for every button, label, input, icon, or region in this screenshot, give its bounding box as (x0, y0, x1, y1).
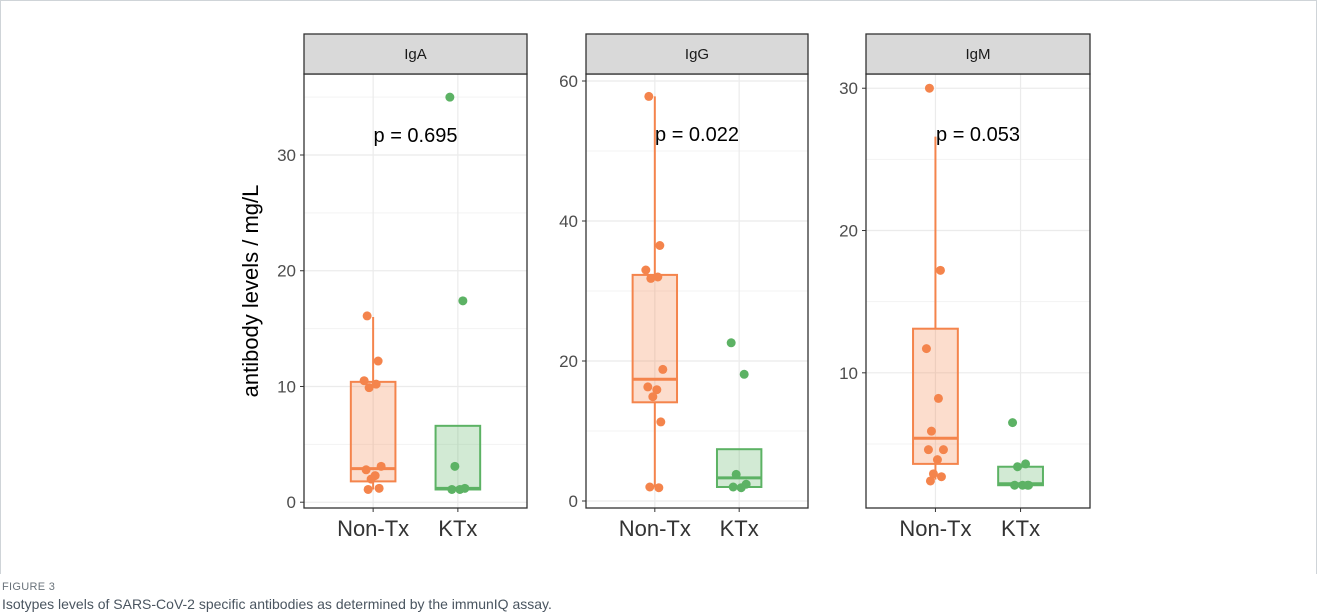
x-tick-label: Non-Tx (619, 516, 691, 541)
data-point (644, 91, 654, 101)
data-point (646, 273, 656, 283)
data-point (926, 426, 936, 436)
data-point (447, 484, 457, 494)
data-point (450, 461, 460, 471)
data-point (925, 476, 935, 486)
boxplot-chart: antibody levels / mg/L 0 10 20 30 p = 0.695 Ig… (238, 33, 1091, 541)
x-tick-label: KTx (1001, 516, 1040, 541)
data-point (374, 483, 384, 493)
data-point (726, 338, 736, 348)
box-non-tx (349, 380, 397, 483)
y-tick-label: 40 (559, 212, 578, 231)
y-tick-label: 0 (287, 493, 296, 512)
panel-background (866, 74, 1090, 508)
y-tick-label: 10 (839, 364, 858, 383)
data-point (736, 483, 746, 493)
y-tick-label: 30 (839, 79, 858, 98)
data-point (731, 469, 741, 479)
data-point (1013, 462, 1023, 472)
data-point (923, 445, 933, 455)
data-point (364, 383, 374, 393)
data-point (652, 385, 662, 395)
y-tick-label: 0 (569, 492, 578, 511)
data-point (739, 369, 749, 379)
y-tick-label: 60 (559, 72, 578, 91)
data-point (936, 472, 946, 482)
box-ktx (434, 424, 482, 491)
data-point (648, 392, 658, 402)
data-point (641, 265, 651, 275)
y-tick-label: 20 (277, 262, 296, 281)
data-point (653, 272, 663, 282)
data-point (366, 474, 376, 484)
p-value-label: p = 0.022 (655, 124, 739, 146)
x-tick-label: KTx (720, 516, 759, 541)
figure-caption: Isotypes levels of SARS-CoV-2 specific a… (2, 596, 552, 612)
data-point (363, 484, 373, 494)
y-tick-label: 10 (277, 377, 296, 396)
data-point (924, 83, 934, 93)
box-ktx (715, 448, 763, 489)
data-point (371, 379, 381, 389)
data-point (362, 311, 372, 321)
x-tick-label: Non-Tx (899, 516, 971, 541)
data-point (455, 484, 465, 494)
data-point (928, 469, 938, 479)
panel-igm: 10 20 30 p = 0.053 IgM Non-Tx KTx (839, 33, 1091, 541)
figure-frame (0, 0, 1317, 574)
data-point (376, 461, 386, 471)
facet-strip-label: IgM (965, 46, 990, 63)
panel-igg: 0 20 40 60 p = 0.022 IgG Non-Tx KTx (559, 33, 809, 541)
y-axis-title: antibody levels / mg/L (238, 185, 263, 398)
x-tick-label: Non-Tx (337, 516, 409, 541)
data-point (933, 393, 943, 403)
data-point (645, 482, 655, 492)
data-point (654, 483, 664, 493)
data-point (658, 364, 668, 374)
data-point (728, 482, 738, 492)
facet-strip-label: IgA (404, 46, 427, 63)
data-point (656, 417, 666, 427)
data-point (1024, 480, 1034, 490)
p-value-label: p = 0.053 (936, 124, 1020, 146)
box-non-tx (631, 273, 679, 404)
data-point (935, 265, 945, 275)
data-point (938, 445, 948, 455)
facet-strip (865, 33, 1091, 75)
facet-strip (303, 33, 528, 75)
figure-label: FIGURE 3 (2, 581, 56, 593)
data-point (1021, 459, 1031, 469)
data-point (1010, 480, 1020, 490)
data-point (445, 92, 455, 102)
data-point (655, 241, 665, 250)
data-point (1008, 418, 1018, 428)
data-point (458, 296, 468, 306)
y-tick-label: 20 (559, 352, 578, 371)
facet-strip-label: IgG (685, 46, 709, 63)
y-tick-label: 30 (277, 146, 296, 165)
data-point (643, 382, 653, 392)
panel-iga: 0 10 20 30 p = 0.695 IgA Non-Tx KTx (277, 33, 528, 541)
panel-background (304, 74, 527, 508)
data-point (359, 376, 369, 386)
y-tick-label: 20 (839, 222, 858, 241)
data-point (921, 344, 931, 354)
data-point (361, 465, 371, 475)
facet-strip (585, 33, 809, 75)
data-point (373, 356, 383, 366)
x-tick-label: KTx (438, 516, 477, 541)
p-value-label: p = 0.695 (374, 125, 458, 147)
data-point (932, 455, 942, 465)
